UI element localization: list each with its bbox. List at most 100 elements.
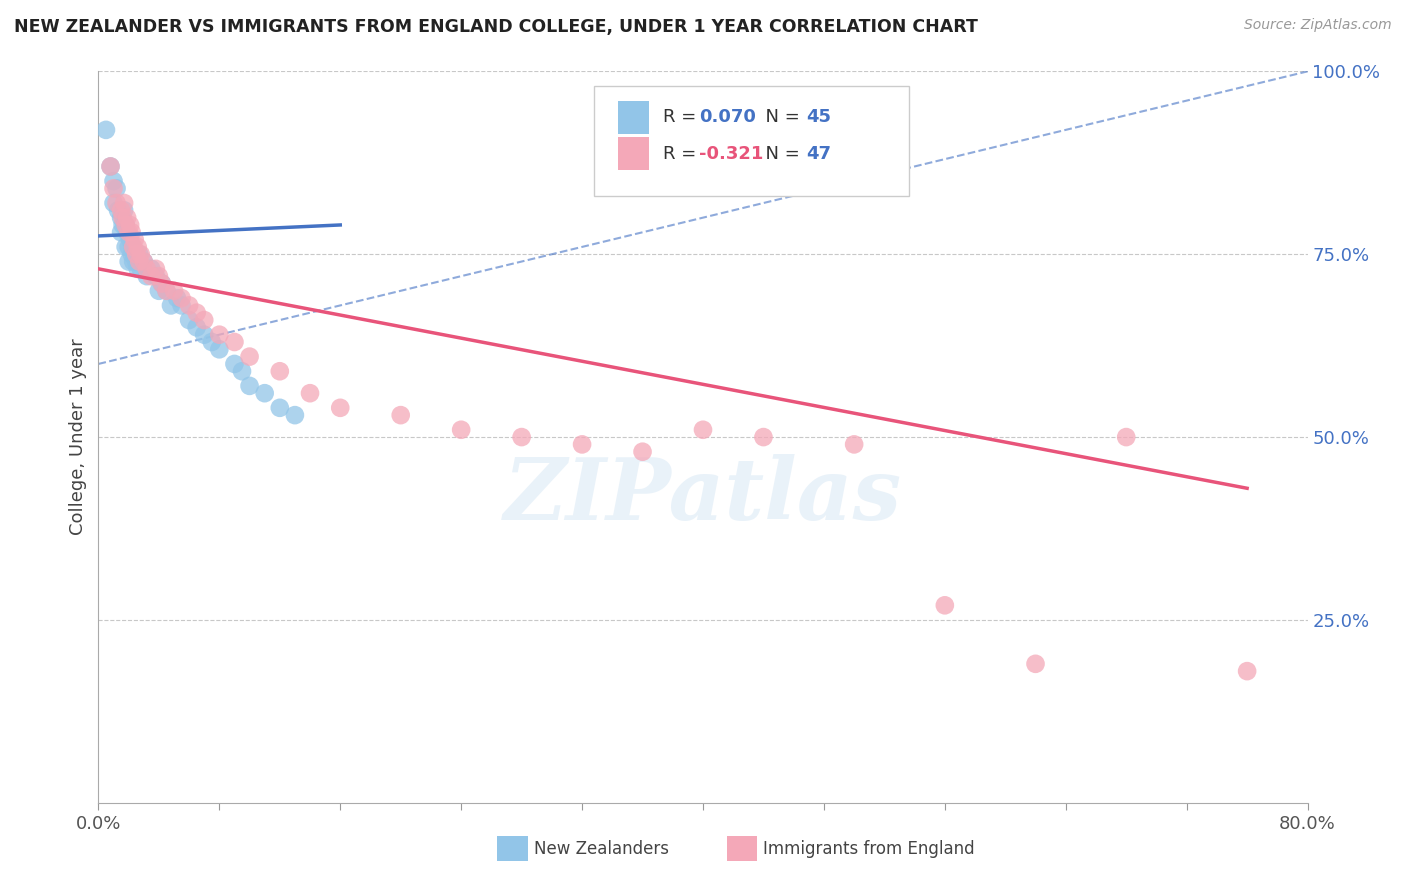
Point [103,174,125,188]
Point [224,334,246,349]
Point [692,423,714,437]
Point [112,203,135,218]
Point [110,211,132,225]
Point [299,386,322,401]
Point [120,218,142,232]
Point [129,247,152,261]
FancyBboxPatch shape [595,86,908,195]
Point [450,423,472,437]
Text: R =: R = [664,108,702,126]
Point [166,291,188,305]
Point [752,430,775,444]
Bar [619,137,648,170]
Point [127,261,149,276]
Point [105,196,128,211]
Point [269,401,291,415]
Text: 47: 47 [806,145,831,162]
Point [148,269,170,284]
Point [132,254,155,268]
Text: R =: R = [664,145,702,162]
Point [208,343,231,357]
Bar [619,101,648,134]
Text: 45: 45 [806,108,831,126]
Point [155,284,177,298]
Point [103,196,125,211]
Point [105,181,128,195]
Point [118,240,141,254]
Point [122,240,145,254]
Point [239,350,262,364]
Point [1236,664,1258,678]
Point [124,247,146,261]
Bar [498,836,527,862]
Point [186,320,208,334]
Point [120,233,142,247]
Point [239,379,262,393]
Point [193,313,215,327]
Point [1024,657,1046,671]
Point [110,225,132,239]
Point [103,181,125,195]
Text: Source: ZipAtlas.com: Source: ZipAtlas.com [1244,18,1392,32]
Point [224,357,246,371]
Point [135,261,157,276]
Point [128,247,150,261]
Bar [727,836,758,862]
Point [160,298,183,312]
Point [170,291,193,305]
Point [114,240,136,254]
Text: N =: N = [754,108,806,126]
Text: NEW ZEALANDER VS IMMIGRANTS FROM ENGLAND COLLEGE, UNDER 1 YEAR CORRELATION CHART: NEW ZEALANDER VS IMMIGRANTS FROM ENGLAND… [14,18,979,36]
Point [121,247,143,261]
Point [118,225,141,239]
Point [284,408,307,422]
Point [179,313,201,327]
Point [128,254,150,268]
Point [1115,430,1137,444]
Point [510,430,533,444]
Point [111,211,134,225]
Point [107,203,129,218]
Point [150,277,173,291]
Point [115,225,138,239]
Point [122,254,145,268]
Point [163,284,186,298]
Point [127,240,149,254]
Point [125,254,148,268]
Point [135,269,157,284]
Point [124,233,146,247]
Text: 0.070: 0.070 [699,108,756,126]
Point [170,298,193,312]
Point [844,437,866,451]
Point [571,437,593,451]
Point [150,277,173,291]
Point [155,284,177,298]
Point [118,254,141,268]
Point [208,327,231,342]
Point [114,218,136,232]
Point [145,269,167,284]
Point [148,284,170,298]
Point [141,269,163,284]
Point [94,123,117,137]
Point [121,225,143,239]
Point [186,306,208,320]
Text: ZIPatlas: ZIPatlas [503,454,903,537]
Text: N =: N = [754,145,806,162]
Point [110,203,132,218]
Point [193,327,215,342]
Point [145,261,167,276]
Point [253,386,276,401]
Point [934,599,956,613]
Point [122,240,145,254]
Point [329,401,352,415]
Text: New Zealanders: New Zealanders [534,840,669,858]
Point [115,211,138,225]
Point [114,218,136,232]
Point [111,218,134,232]
Point [201,334,224,349]
Point [631,444,654,458]
Point [179,298,201,312]
Point [231,364,253,378]
Point [100,160,122,174]
